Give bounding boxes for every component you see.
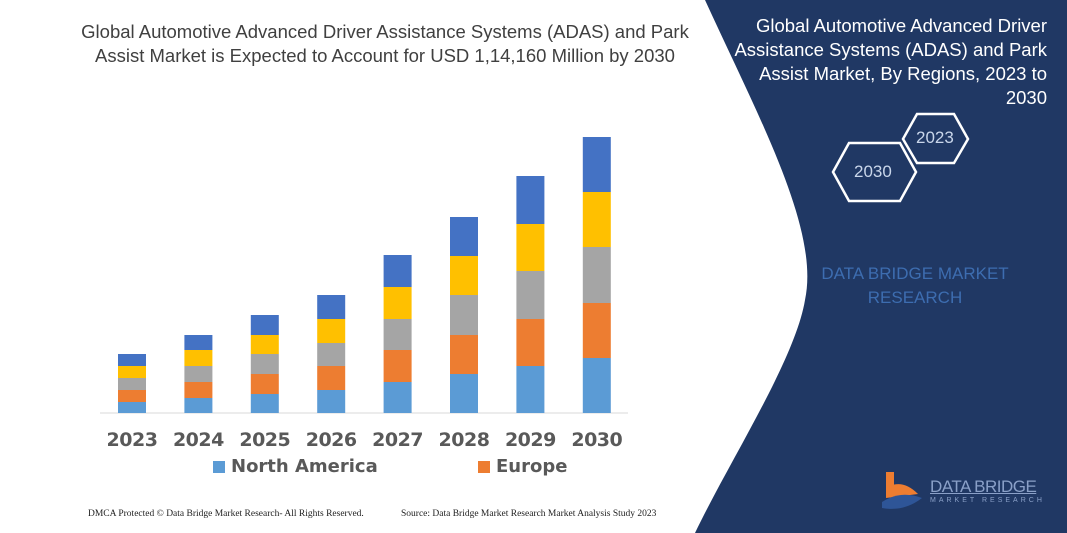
- bar-segment-2028-4: [450, 217, 478, 256]
- legend-label: Europe: [496, 456, 568, 477]
- bar-segment-2027-0: [383, 382, 412, 413]
- bar-segment-2030-4: [582, 137, 611, 192]
- watermark-text: DATA BRIDGE MARKET RESEARCH: [821, 264, 1009, 307]
- logo-subtext: MARKET RESEARCH: [930, 496, 1045, 504]
- legend-swatch: [478, 460, 490, 473]
- x-tick-label: 2028: [438, 429, 490, 451]
- bar-segment-2025-2: [250, 354, 279, 374]
- hexagon-2023: [901, 112, 970, 165]
- legend-north-america: North America: [213, 456, 378, 477]
- bar-segment-2025-0: [250, 394, 279, 413]
- bar-segment-2023-1: [118, 390, 146, 402]
- legend-swatch: [213, 460, 225, 473]
- bar-segment-2030-2: [582, 247, 611, 303]
- bar-segment-2024-2: [184, 366, 213, 382]
- x-tick-label: 2030: [571, 429, 623, 451]
- bar-segment-2025-1: [250, 374, 279, 394]
- x-tick-label: 2027: [372, 429, 424, 451]
- bar-segment-2030-3: [582, 192, 611, 247]
- bar-segment-2029-4: [516, 176, 545, 224]
- bar-segment-2024-4: [184, 335, 213, 350]
- logo-text: DATA BRIDGE: [930, 476, 1037, 496]
- x-tick-label: 2029: [504, 429, 556, 451]
- bar-segment-2028-0: [450, 374, 478, 413]
- logo: DATA BRIDGE MARKET RESEARCH: [880, 468, 1045, 512]
- legend-label: North America: [231, 456, 378, 477]
- bar-segment-2025-4: [250, 315, 279, 335]
- hex-label-2023: 2023: [916, 128, 954, 147]
- bar-segment-2026-4: [317, 295, 346, 319]
- hexagon-2030: [831, 141, 918, 203]
- legend-europe: Europe: [478, 456, 567, 477]
- bar-segment-2026-3: [317, 319, 346, 343]
- bar-segment-2026-1: [317, 366, 346, 390]
- bar-segment-2027-1: [383, 350, 412, 382]
- logo-icon: [882, 472, 922, 509]
- bar-segment-2030-1: [582, 303, 611, 358]
- side-panel: [695, 0, 1067, 533]
- bar-segment-2027-4: [383, 255, 412, 287]
- hex-label-2030: 2030: [854, 162, 892, 181]
- bar-segment-2026-0: [317, 390, 346, 413]
- bar-segment-2023-3: [118, 366, 146, 378]
- bar-segment-2024-3: [184, 350, 213, 366]
- bar-segment-2023-2: [118, 378, 146, 390]
- bar-segment-2024-1: [184, 382, 213, 398]
- bar-segment-2023-4: [118, 354, 146, 366]
- bar-segment-2029-2: [516, 271, 545, 319]
- bar-segment-2025-3: [250, 335, 279, 354]
- bar-segment-2027-2: [383, 319, 412, 350]
- x-tick-label: 2025: [239, 429, 291, 451]
- bar-segment-2028-3: [450, 256, 478, 295]
- bar-segment-2029-3: [516, 224, 545, 271]
- bar-segment-2026-2: [317, 343, 346, 366]
- bar-segment-2027-3: [383, 287, 412, 319]
- footer-source: Source: Data Bridge Market Research Mark…: [401, 509, 657, 519]
- bar-segment-2028-2: [450, 295, 478, 335]
- bar-segment-2024-0: [184, 398, 213, 413]
- x-tick-label: 2026: [305, 429, 357, 451]
- bar-segment-2029-1: [516, 319, 545, 366]
- footer-copyright: DMCA Protected © Data Bridge Market Rese…: [88, 509, 364, 519]
- bar-segment-2023-0: [118, 402, 146, 413]
- bar-segment-2028-1: [450, 335, 478, 374]
- bar-segment-2029-0: [516, 366, 545, 413]
- x-tick-label: 2023: [106, 429, 158, 451]
- chart-title: Global Automotive Advanced Driver Assist…: [81, 21, 689, 66]
- panel-title: Global Automotive Advanced Driver Assist…: [734, 15, 1047, 108]
- x-tick-label: 2024: [172, 429, 224, 451]
- bars-group: [118, 137, 611, 413]
- bar-segment-2030-0: [582, 358, 611, 413]
